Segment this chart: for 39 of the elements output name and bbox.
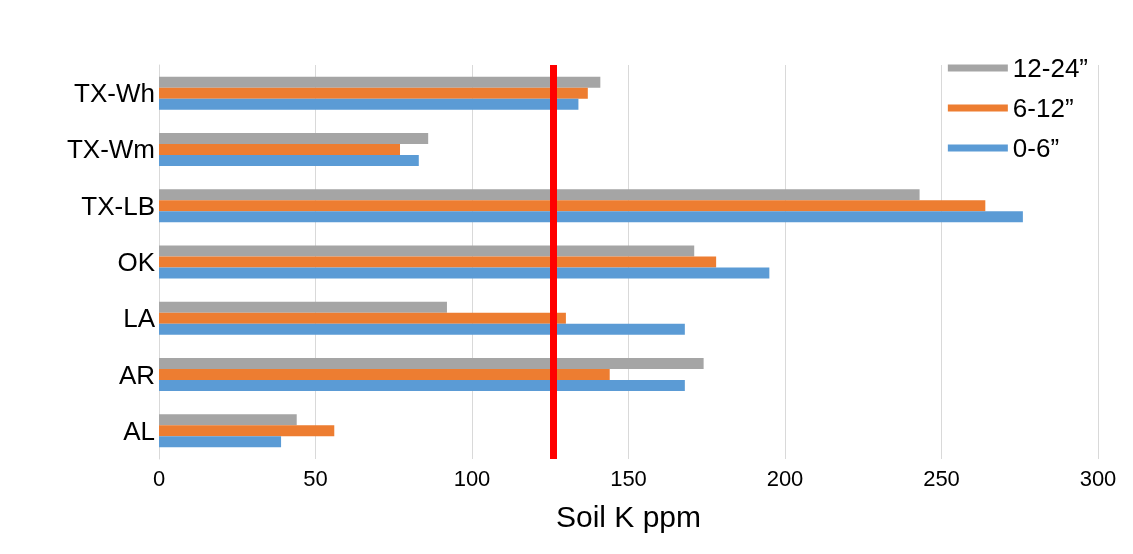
bar [159, 301, 447, 313]
bar [159, 414, 297, 426]
y-tick-label: TX-Wh [74, 78, 155, 109]
bar [159, 425, 335, 437]
bar [159, 132, 429, 144]
bar [159, 245, 695, 257]
y-tick-label: OK [117, 247, 156, 277]
bar [159, 87, 588, 99]
bar [159, 143, 401, 155]
bar [159, 380, 685, 392]
bar [159, 200, 986, 212]
bar [159, 358, 704, 370]
x-tick-label: 50 [303, 465, 328, 491]
legend-label: 12-24” [1012, 53, 1088, 83]
bar [159, 189, 920, 201]
y-tick-label: AL [123, 415, 155, 446]
x-tick-label: 0 [152, 465, 166, 491]
bar [159, 312, 566, 324]
legend-label: 6-12” [1012, 93, 1074, 123]
x-tick-label: 150 [610, 465, 647, 491]
x-tick-label: 100 [453, 465, 491, 491]
x-tick-label: 250 [923, 465, 960, 491]
bar [159, 154, 419, 166]
y-tick-label: AR [118, 359, 155, 390]
x-axis-title: Soil K ppm [555, 499, 702, 533]
x-tick-label: 200 [766, 465, 804, 491]
bar [159, 323, 685, 335]
bar [159, 256, 717, 268]
bar [159, 436, 282, 448]
bar [159, 369, 610, 381]
bar [159, 98, 579, 110]
bar [159, 267, 770, 279]
y-tick-label: TX-LB [81, 190, 155, 221]
bar [159, 76, 601, 88]
y-tick-label: LA [123, 303, 156, 334]
legend-label: 0-6” [1012, 133, 1060, 163]
bar [159, 211, 1023, 223]
y-tick-label: TX-Wm [66, 134, 155, 165]
x-tick-label: 300 [1079, 465, 1117, 491]
